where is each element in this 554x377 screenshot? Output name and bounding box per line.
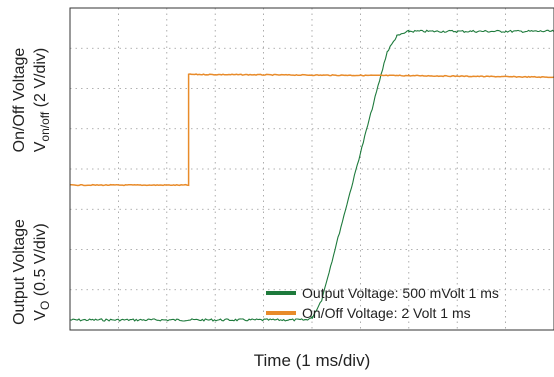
y-axis-label-output-subscript: O [38, 301, 52, 310]
y-axis-label-onoff-line2: Von/off (2 V/div) [32, 48, 52, 153]
legend: Output Voltage: 500 mVolt 1 ms On/Off Vo… [266, 285, 499, 321]
plot-frame [69, 7, 554, 331]
grid [70, 8, 554, 330]
legend-label-output-voltage: Output Voltage: 500 mVolt 1 ms [302, 285, 499, 301]
y-axis-label-onoff-scale: (2 V/div) [32, 48, 49, 112]
y-axis-label-onoff-symbol: V [32, 141, 49, 152]
series-layer [69, 29, 554, 322]
y-axis-label-output-symbol: V [32, 310, 49, 321]
y-axis-label-output-line1: Output Voltage [11, 219, 28, 325]
y-axis-label-output-line2: VO (0.5 V/div) [32, 223, 52, 320]
output-voltage-trace [69, 29, 554, 322]
y-axis-label-onoff-line1: On/Off Voltage [11, 48, 28, 153]
x-axis-label: Time (1 ms/div) [254, 351, 371, 370]
legend-label-onoff-voltage: On/Off Voltage: 2 Volt 1 ms [302, 305, 471, 321]
y-axis-label-onoff-subscript: on/off [38, 111, 52, 141]
y-axis-label-output-scale: (0.5 V/div) [32, 223, 49, 300]
onoff-voltage-trace [70, 73, 554, 187]
